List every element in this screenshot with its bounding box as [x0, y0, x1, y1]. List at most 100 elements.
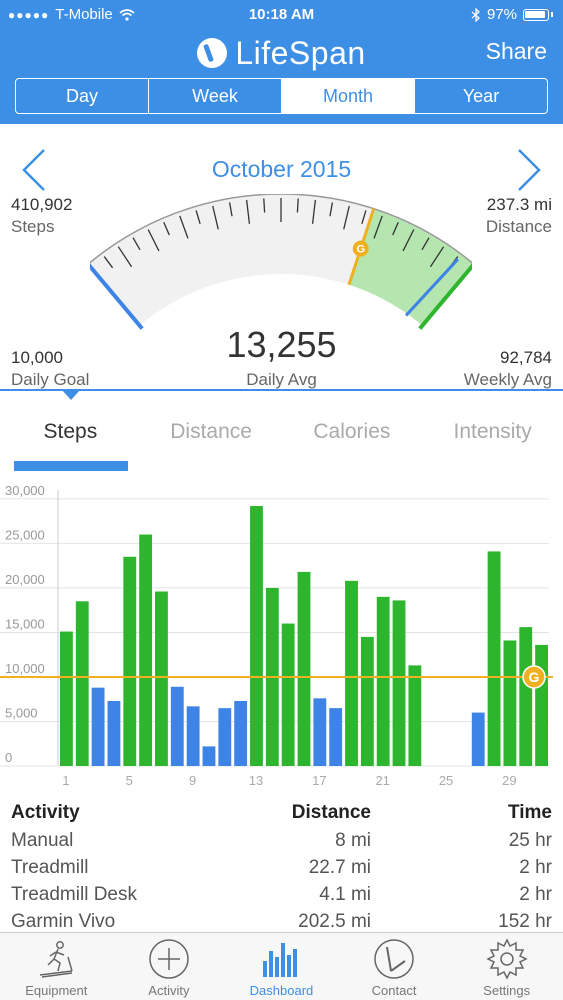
table-row[interactable]: Garmin Vivo 202.5 mi 152 hr: [0, 909, 563, 936]
gauge-tick: [245, 199, 251, 224]
y-tick-label: 10,000: [5, 661, 45, 676]
app-title: LifeSpan: [235, 34, 366, 71]
metric-tab-calories[interactable]: Calories: [313, 420, 391, 443]
table-row[interactable]: Treadmill 22.7 mi 2 hr: [0, 855, 563, 882]
app-brand: LifeSpan: [0, 33, 563, 73]
chart-bar-day-13: [250, 506, 263, 766]
section-divider-pointer: [62, 390, 80, 400]
summary-panel: October 2015 410,902 Steps 237.3 mi Dist…: [0, 124, 563, 392]
treadmill-icon: [40, 941, 74, 978]
battery-percent: 97%: [486, 6, 517, 23]
period-tab-day[interactable]: Day: [16, 79, 149, 113]
gear-icon: [485, 938, 528, 980]
nav-equipment-label: Equipment: [25, 983, 88, 998]
section-divider: [0, 389, 563, 391]
y-tick-label: 20,000: [5, 572, 45, 587]
total-distance-value: 237.3 mi: [486, 195, 552, 214]
metric-tab-distance[interactable]: Distance: [170, 420, 252, 443]
gauge-tick: [361, 210, 367, 225]
x-tick-label: 13: [249, 773, 263, 788]
chart-bar-day-1: [60, 631, 73, 766]
progress-gauge: G: [90, 194, 472, 330]
chart-bar-day-15: [281, 623, 295, 766]
gauge-start-marker: [90, 263, 144, 330]
nav-equipment[interactable]: Equipment: [0, 933, 113, 1000]
chart-bar-day-19: [345, 580, 358, 766]
activity-time: 2 hr: [519, 884, 552, 905]
daily-goal-stat: 10,000 Daily Goal: [11, 347, 89, 391]
gauge-tick: [195, 210, 201, 225]
nav-activity[interactable]: Activity: [113, 933, 226, 1000]
period-tab-year[interactable]: Year: [462, 85, 500, 106]
gauge-tick: [373, 215, 383, 239]
chart-bar-day-29: [503, 640, 517, 766]
nav-contact[interactable]: Contact: [338, 933, 451, 1000]
table-row[interactable]: Manual 8 mi 25 hr: [0, 828, 563, 855]
x-tick-label: 25: [439, 773, 453, 788]
total-distance-label: Distance: [485, 217, 552, 236]
nav-settings[interactable]: Settings: [450, 933, 563, 1000]
activity-distance: 4.1 mi: [319, 884, 371, 905]
next-period-button[interactable]: [513, 148, 543, 192]
steps-bar-chart: 0 5,000 10,000 15,000 20,000 25,000 30,000 1 5 9 1…: [0, 484, 553, 788]
y-tick-label: 25,000: [5, 527, 45, 542]
chart-bar-day-28: [487, 551, 501, 766]
daily-average-label: Daily Avg: [246, 370, 317, 389]
table-row[interactable]: Treadmill Desk 4.1 mi 2 hr: [0, 882, 563, 909]
metric-tabs: Steps Distance Calories Intensity: [0, 410, 563, 460]
status-bar: ●●●●● T-Mobile 10:18 AM 97%: [0, 0, 563, 30]
total-steps-value: 410,902: [11, 195, 73, 214]
y-tick-label: 30,000: [5, 484, 45, 498]
chart-bar-day-16: [297, 571, 311, 766]
activity-table: Activity Distance Time Manual 8 mi 25 hr…: [0, 800, 563, 936]
bluetooth-icon: [471, 7, 480, 22]
x-tick-label: 21: [375, 773, 389, 788]
lifespan-logo-icon: [197, 38, 228, 68]
chart-bar-day-12: [234, 701, 248, 766]
share-button[interactable]: Share: [485, 38, 547, 64]
chart-bar-day-3: [91, 687, 105, 766]
gauge-above-goal-zone: [348, 208, 472, 326]
daily-goal-label: Daily Goal: [11, 370, 90, 389]
nav-dashboard-label: Dashboard: [249, 983, 314, 998]
activity-time: 2 hr: [519, 857, 552, 878]
gauge-tick: [329, 202, 334, 217]
signal-strength-icon: ●●●●●: [8, 7, 50, 22]
activity-time: 25 hr: [508, 830, 552, 851]
metric-tab-steps[interactable]: Steps: [43, 420, 98, 443]
gauge-tick: [343, 205, 350, 230]
activity-distance: 202.5 mi: [298, 911, 371, 932]
chart-bar-day-18: [329, 708, 343, 766]
chart-bar-day-20: [360, 636, 374, 766]
goal-badge-label: G: [529, 669, 540, 685]
period-tab-week[interactable]: Week: [149, 79, 282, 113]
battery-tip: [551, 12, 553, 17]
bar-chart-icon: [263, 943, 298, 977]
nav-activity-label: Activity: [148, 983, 190, 998]
chart-bar-day-27: [471, 712, 485, 766]
status-time: 10:18 AM: [248, 6, 315, 23]
metric-tab-intensity[interactable]: Intensity: [453, 420, 532, 443]
goal-badge: [522, 665, 546, 689]
previous-period-button[interactable]: [20, 148, 50, 192]
battery-icon: [523, 8, 549, 21]
wifi-icon: [119, 8, 135, 21]
plus-circle-icon: [149, 939, 189, 979]
chart-bar-day-31: [535, 644, 548, 766]
chart-bar-day-23: [408, 665, 422, 766]
gauge-tick: [103, 256, 114, 269]
gauge-tick: [311, 199, 317, 224]
column-header-time: Time: [507, 802, 552, 823]
nav-dashboard[interactable]: Dashboard: [225, 933, 338, 1000]
nav-contact-label: Contact: [371, 983, 417, 998]
chart-bar-day-4: [107, 701, 121, 766]
x-tick-label: 5: [126, 773, 133, 788]
column-header-activity: Activity: [11, 802, 80, 823]
gauge-tick: [392, 221, 399, 236]
x-tick-label: 1: [62, 773, 69, 788]
total-steps-stat: 410,902 Steps: [11, 194, 72, 238]
period-tab-month[interactable]: Month: [282, 79, 415, 113]
gauge-goal-badge-label: G: [356, 244, 365, 256]
daily-goal-value: 10,000: [11, 348, 63, 367]
chart-bar-day-22: [392, 600, 406, 766]
